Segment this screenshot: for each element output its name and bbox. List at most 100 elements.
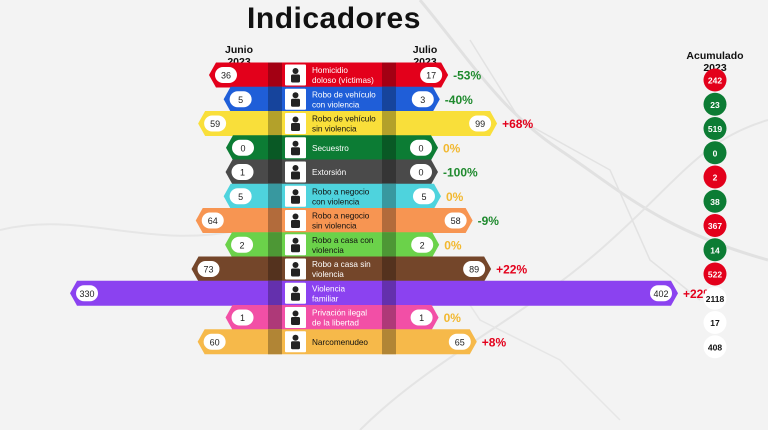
drugs-icon-body: [291, 341, 300, 350]
accumulated-circle: [703, 117, 727, 140]
junio-value-pill: [229, 91, 252, 108]
junio-value: 59: [210, 119, 220, 129]
julio-value: 402: [653, 289, 668, 299]
accumulated-value: 38: [710, 197, 720, 207]
header-acumulado-label: Acumulado: [686, 50, 744, 62]
percent-change: -40%: [445, 93, 473, 107]
percent-change: 0%: [444, 238, 462, 252]
accumulated-value: 17: [710, 318, 720, 328]
julio-value-pill: [448, 333, 471, 350]
percent-change: +8%: [482, 335, 507, 349]
family-icon-head: [292, 286, 299, 293]
junio-value-pill: [229, 188, 252, 205]
category-label-line1: Robo a negocio: [312, 212, 370, 221]
julio-value-pill: [412, 188, 435, 205]
junio-value-pill: [231, 236, 254, 253]
accumulated-value: 522: [708, 270, 722, 280]
julio-value-pill: [469, 115, 492, 132]
category-label-line2: sin violencia: [312, 222, 357, 231]
accumulated-circle: [703, 141, 727, 165]
captive-icon-head: [292, 310, 299, 317]
category-label-line1: Robo a casa sin: [312, 260, 371, 269]
julio-value-pill: [411, 236, 434, 253]
julio-value-pill: [420, 67, 443, 83]
category-label-line1: Robo a casa con: [312, 236, 374, 245]
accumulated-circle: [703, 189, 727, 213]
accumulated-value: 367: [708, 221, 722, 231]
store-icon-head: [292, 213, 299, 220]
door-icon-head: [292, 237, 299, 244]
accumulated-circle: [703, 286, 727, 310]
band-fold-left: [268, 135, 282, 161]
accumulated-circle: [703, 214, 727, 237]
band-fold-left: [268, 86, 282, 112]
percent-change: 0%: [443, 141, 461, 155]
accumulated-circle: [703, 165, 727, 189]
junio-value: 64: [208, 216, 218, 226]
julio-value-pill: [410, 164, 432, 180]
accumulated-value: 242: [708, 76, 722, 86]
band-fold-left: [268, 159, 282, 185]
accumulated-circle: [703, 262, 727, 286]
page-title: Indicadores: [247, 2, 421, 35]
junio-value-pill: [201, 212, 224, 229]
band-fold-left: [268, 208, 282, 233]
category-label-line2: violencia: [312, 270, 344, 279]
junio-value: 330: [80, 289, 95, 299]
car-cluster-icon-body: [291, 98, 300, 107]
band-fold-right: [382, 256, 396, 282]
julio-value: 89: [469, 265, 479, 275]
accumulated-value: 23: [710, 100, 720, 110]
julio-value: 5: [421, 192, 426, 202]
junio-value: 60: [210, 337, 220, 347]
julio-value: 99: [475, 119, 485, 129]
junio-value-pill: [232, 139, 254, 156]
store-robbery-icon-head: [292, 189, 299, 196]
bar-junio: [70, 280, 269, 306]
header-junio-month: Junio: [225, 44, 253, 56]
julio-value-pill: [410, 139, 432, 156]
junio-value: 1: [240, 313, 245, 323]
julio-value-pill: [444, 212, 467, 229]
band-fold-right: [382, 159, 396, 185]
category-label-line1: Robo de vehículo: [312, 115, 376, 124]
julio-value: 17: [426, 71, 436, 81]
category-label-line1: Robo a negocio: [312, 187, 370, 196]
accumulated-value: 408: [708, 342, 722, 352]
accumulated-value: 2: [713, 173, 718, 183]
category-label: Narcomenudeo: [312, 338, 368, 347]
julio-value: 2: [420, 240, 425, 250]
band-fold-right: [382, 86, 396, 112]
category-label-line2: familiar: [312, 294, 339, 303]
julio-value: 0: [418, 168, 423, 178]
door-icon-body: [291, 244, 300, 253]
julio-value: 0: [418, 143, 423, 153]
running-person-icon-head: [292, 68, 299, 74]
category-label-line2: sin violencia: [312, 125, 357, 134]
junio-value: 73: [203, 265, 213, 275]
percent-change: 0%: [446, 190, 464, 204]
percent-change: -53%: [453, 69, 481, 83]
accumulated-circle: [703, 238, 727, 262]
accumulated-circle: [703, 311, 727, 334]
accumulated-value: 2118: [706, 294, 725, 304]
band-fold-left: [268, 329, 282, 355]
julio-value-pill: [411, 91, 434, 108]
family-icon-body: [291, 292, 300, 301]
band-fold-right: [382, 183, 396, 209]
category-label-line1: Robo de vehículo: [312, 90, 376, 99]
category-label-line1: Violencia: [312, 284, 346, 293]
car-theft-icon-body: [291, 123, 300, 131]
category-label-line2: doloso (víctimas): [312, 76, 374, 85]
band-fold-right: [382, 305, 396, 330]
house-icon-head: [292, 262, 299, 268]
money-bag-icon-head: [292, 165, 299, 171]
junio-value-pill: [203, 333, 226, 350]
band-fold-left: [268, 183, 282, 209]
band-fold-left: [268, 256, 282, 282]
bar-julio: [396, 280, 678, 306]
julio-value: 65: [455, 337, 465, 347]
band-fold-left: [268, 280, 282, 306]
junio-value-pill: [197, 261, 220, 277]
